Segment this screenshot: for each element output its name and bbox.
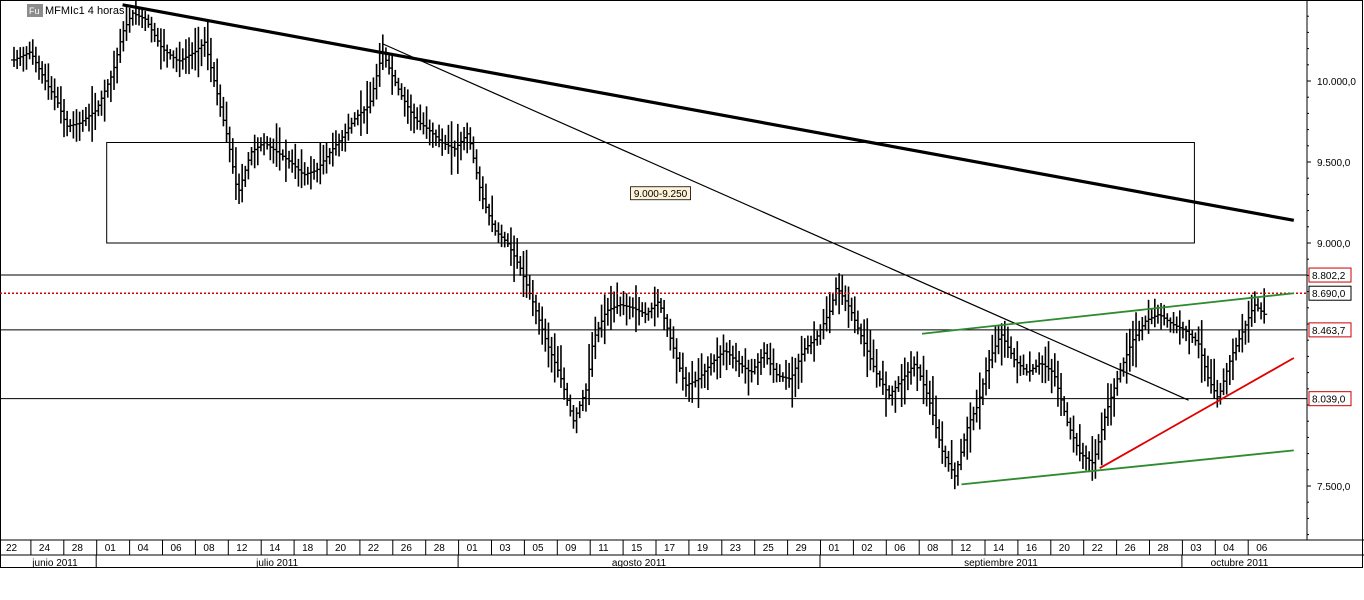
source-badge: Fu	[29, 6, 40, 16]
x-tick-label: 23	[730, 543, 742, 554]
y-tick-label: 9.500,0	[1317, 158, 1351, 169]
x-tick-label: 26	[1125, 543, 1137, 554]
month-label: septiembre 2011	[964, 558, 1038, 569]
y-tick-label: 10.000,0	[1317, 77, 1356, 88]
level-badge-label: 8.690,0	[1312, 289, 1346, 300]
level-badge	[1308, 285, 1352, 301]
month-label: junio 2011	[31, 558, 78, 569]
x-tick-label: 28	[72, 543, 84, 554]
x-tick-label: 20	[1059, 543, 1071, 554]
frame	[0, 0, 1363, 568]
x-tick-label: 28	[434, 543, 446, 554]
x-tick-label: 26	[401, 543, 413, 554]
level-badge	[1308, 267, 1352, 283]
x-tick-label: 29	[796, 543, 808, 554]
x-tick-label: 06	[894, 543, 906, 554]
x-tick-label: 06	[1256, 543, 1268, 554]
x-tick-label: 02	[861, 543, 873, 554]
x-tick-label: 12	[960, 543, 972, 554]
x-tick-label: 04	[138, 543, 150, 554]
x-tick-label: 22	[1092, 543, 1104, 554]
level-badge-label: 8.039,0	[1312, 395, 1346, 406]
level-badge	[1308, 322, 1352, 338]
trendline-descending-thin	[382, 43, 1189, 401]
x-tick-label: 15	[631, 543, 643, 554]
zone-rectangle	[106, 142, 1195, 244]
x-tick-label: 03	[500, 543, 512, 554]
trendline-support-red	[1099, 357, 1295, 469]
x-tick-label: 05	[532, 543, 544, 554]
x-tick-label: 22	[368, 543, 380, 554]
x-tick-label: 09	[565, 543, 577, 554]
x-tick-label: 14	[269, 543, 281, 554]
x-tick-label: 16	[1026, 543, 1038, 554]
zone-label: 9.000-9.250	[634, 189, 688, 200]
month-label: julio 2011	[255, 558, 299, 569]
source-badge-box	[27, 4, 43, 17]
x-tick-label: 01	[467, 543, 479, 554]
x-tick-label: 28	[1158, 543, 1170, 554]
level-badge-label: 8.463,7	[1312, 326, 1346, 337]
x-tick-label: 11	[598, 543, 609, 554]
x-tick-label: 17	[664, 543, 676, 554]
x-tick-label: 08	[927, 543, 939, 554]
x-tick-label: 01	[829, 543, 841, 554]
x-tick-label: 06	[171, 543, 183, 554]
month-label: agosto 2011	[612, 558, 667, 569]
trendline-upper-channel	[921, 292, 1294, 335]
x-tick-label: 01	[105, 543, 117, 554]
level-badge-label: 8.802,2	[1312, 271, 1346, 282]
x-tick-label: 19	[697, 543, 709, 554]
x-tick-label: 14	[993, 543, 1005, 554]
x-tick-label: 18	[302, 543, 314, 554]
zone-label-box	[630, 186, 691, 201]
trendline-long-resistance	[122, 3, 1295, 222]
x-tick-label: 20	[335, 543, 347, 554]
x-tick-label: 08	[203, 543, 215, 554]
x-tick-label: 04	[1223, 543, 1235, 554]
trendline-lower-channel	[961, 449, 1294, 486]
y-tick-label: 7.500,0	[1317, 482, 1351, 493]
x-tick-label: 25	[763, 543, 775, 554]
y-tick-label: 9.000,0	[1317, 239, 1351, 250]
chart-title: MFMIc1 4 horas	[45, 5, 125, 17]
x-tick-label: 22	[6, 543, 18, 554]
x-tick-label: 03	[1190, 543, 1202, 554]
level-badge	[1308, 391, 1352, 407]
x-tick-label: 12	[236, 543, 248, 554]
month-label: octubre 2011	[1211, 558, 1269, 569]
x-tick-label: 24	[39, 543, 51, 554]
